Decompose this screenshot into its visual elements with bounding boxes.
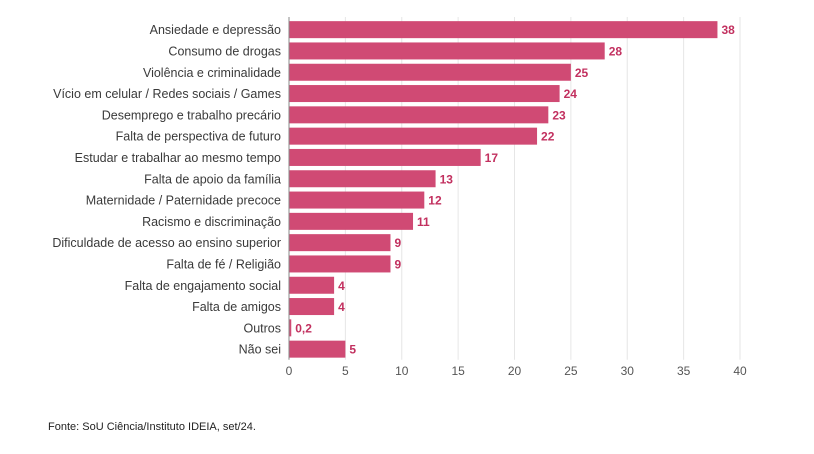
bar-3: [289, 85, 560, 103]
x-tick-label-4: 20: [508, 364, 522, 378]
x-tick-label-3: 15: [451, 364, 465, 378]
value-label-2: 25: [575, 66, 589, 80]
bar-11: [289, 255, 391, 273]
x-tick-label-1: 5: [342, 364, 349, 378]
x-tick-label-0: 0: [286, 364, 293, 378]
value-label-13: 4: [338, 300, 345, 314]
category-label-6: Estudar e trabalhar ao mesmo tempo: [75, 151, 281, 165]
bar-5: [289, 127, 538, 145]
x-tick-label-6: 30: [621, 364, 635, 378]
category-label-14: Outros: [243, 321, 281, 335]
value-label-14: 0,2: [295, 321, 312, 335]
bar-9: [289, 212, 414, 230]
bar-14: [289, 319, 292, 337]
x-tick-label-2: 10: [395, 364, 409, 378]
category-label-2: Violência e criminalidade: [143, 66, 281, 80]
value-label-4: 23: [552, 108, 566, 122]
value-label-6: 17: [485, 151, 499, 165]
category-label-7: Falta de apoio da família: [144, 172, 281, 186]
bar-12: [289, 276, 335, 294]
value-label-15: 5: [349, 343, 356, 357]
bar-2: [289, 63, 571, 81]
x-tick-label-5: 25: [564, 364, 578, 378]
x-tick-label-8: 40: [733, 364, 747, 378]
value-label-12: 4: [338, 279, 345, 293]
value-label-5: 22: [541, 130, 555, 144]
bar-15: [289, 340, 346, 358]
category-label-4: Desemprego e trabalho precário: [102, 108, 281, 122]
value-label-7: 13: [440, 172, 454, 186]
value-label-10: 9: [394, 236, 401, 250]
category-label-1: Consumo de drogas: [168, 44, 281, 58]
bar-1: [289, 42, 605, 60]
bar-0: [289, 21, 718, 39]
value-label-9: 11: [417, 215, 430, 229]
category-label-0: Ansiedade e depressão: [150, 23, 281, 37]
bar-4: [289, 106, 549, 124]
value-label-8: 12: [428, 194, 442, 208]
bar-7: [289, 170, 436, 188]
category-label-9: Racismo e discriminação: [142, 215, 281, 229]
category-label-8: Maternidade / Paternidade precoce: [86, 194, 281, 208]
value-label-3: 24: [564, 87, 578, 101]
category-label-11: Falta de fé / Religião: [166, 257, 281, 271]
bar-13: [289, 298, 335, 316]
category-label-12: Falta de engajamento social: [125, 279, 281, 293]
bar-10: [289, 234, 391, 252]
bar-6: [289, 148, 481, 166]
value-label-0: 38: [721, 23, 735, 37]
value-label-11: 9: [394, 257, 401, 271]
bar-8: [289, 191, 425, 209]
x-tick-label-7: 35: [677, 364, 691, 378]
category-label-15: Não sei: [239, 343, 281, 357]
source-note: Fonte: SoU Ciência/Instituto IDEIA, set/…: [48, 421, 256, 433]
category-label-10: Dificuldade de acesso ao ensino superior: [52, 236, 281, 250]
category-label-5: Falta de perspectiva de futuro: [116, 130, 281, 144]
category-label-13: Falta de amigos: [192, 300, 281, 314]
category-label-3: Vício em celular / Redes sociais / Games: [53, 87, 281, 101]
value-label-1: 28: [609, 44, 623, 58]
